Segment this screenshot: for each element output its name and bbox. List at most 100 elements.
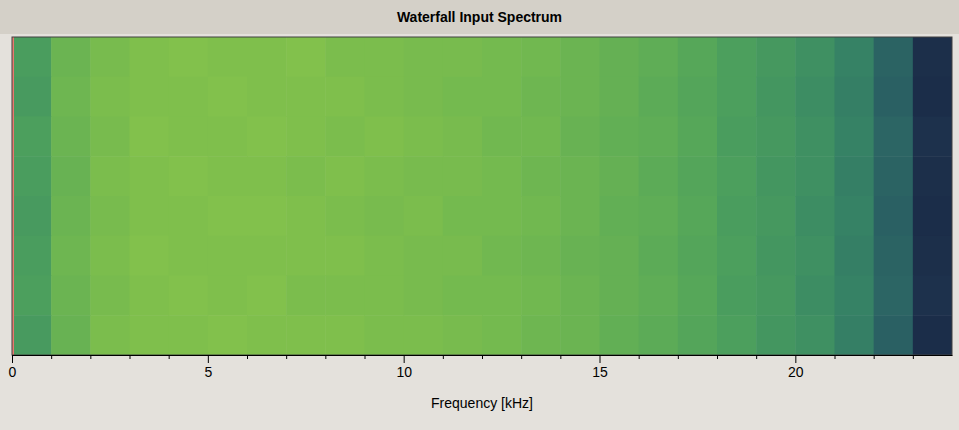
cell [678, 156, 718, 196]
cell [443, 196, 483, 236]
cell [835, 37, 875, 77]
cell [286, 276, 326, 316]
cell [404, 236, 444, 276]
cell [325, 117, 365, 157]
cell [12, 315, 52, 355]
cell [12, 117, 52, 157]
cell [443, 276, 483, 316]
cell [717, 236, 757, 276]
cell [482, 236, 522, 276]
title: Waterfall Input Spectrum [397, 9, 562, 25]
tick: 15 [592, 355, 608, 380]
cell [600, 276, 640, 316]
cell [12, 276, 52, 316]
cell [639, 196, 679, 236]
cell [286, 37, 326, 77]
title-bar [0, 0, 959, 34]
cell [365, 37, 405, 77]
cell [51, 37, 91, 77]
cell [874, 315, 914, 355]
cell [51, 276, 91, 316]
cell [913, 196, 952, 236]
cell [325, 276, 365, 316]
cell [208, 37, 248, 77]
cell [247, 37, 287, 77]
cell [404, 315, 444, 355]
cell [795, 77, 835, 117]
cell [756, 276, 796, 316]
cell [874, 117, 914, 157]
cell [835, 117, 875, 157]
cell [169, 77, 209, 117]
cell [756, 117, 796, 157]
cell [874, 156, 914, 196]
cell [208, 276, 248, 316]
chart: Waterfall Input Spectrum05101520Frequenc… [0, 0, 959, 430]
cell [639, 315, 679, 355]
cell [874, 77, 914, 117]
cell [208, 156, 248, 196]
cell [286, 315, 326, 355]
cell [325, 315, 365, 355]
cell [560, 156, 600, 196]
cell [286, 117, 326, 157]
cell [600, 156, 640, 196]
cell [639, 117, 679, 157]
cell [913, 276, 952, 316]
x-axis-line [13, 355, 953, 356]
tick-label: 10 [396, 364, 412, 380]
cell [678, 236, 718, 276]
cell [600, 196, 640, 236]
cell [169, 236, 209, 276]
cell [365, 196, 405, 236]
cell [404, 37, 444, 77]
cell [717, 196, 757, 236]
cell [365, 77, 405, 117]
cell [130, 276, 170, 316]
cell [560, 196, 600, 236]
cell [482, 276, 522, 316]
cell [795, 236, 835, 276]
cell [913, 315, 952, 355]
tick-label: 5 [204, 364, 212, 380]
cell [51, 315, 91, 355]
tick-mark [600, 355, 601, 363]
cell [130, 315, 170, 355]
cell [90, 117, 130, 157]
cell [560, 37, 600, 77]
cell [874, 236, 914, 276]
cell [678, 117, 718, 157]
cell [717, 77, 757, 117]
cell [286, 77, 326, 117]
cell [795, 156, 835, 196]
cell [325, 196, 365, 236]
tick-label: 20 [788, 364, 804, 380]
cell [521, 276, 561, 316]
cell [560, 276, 600, 316]
cell [208, 315, 248, 355]
cell [208, 77, 248, 117]
cell [365, 315, 405, 355]
cell [404, 276, 444, 316]
cell [795, 196, 835, 236]
cell [169, 315, 209, 355]
cell [12, 156, 52, 196]
tick-label: 0 [9, 364, 17, 380]
tick: 20 [788, 355, 804, 380]
cell [717, 156, 757, 196]
cell [325, 37, 365, 77]
cell [169, 156, 209, 196]
cell [913, 37, 952, 77]
cell [365, 276, 405, 316]
cell [90, 276, 130, 316]
cell [521, 196, 561, 236]
cell [600, 37, 640, 77]
cell [443, 37, 483, 77]
cell [404, 77, 444, 117]
cell [286, 236, 326, 276]
cell [482, 156, 522, 196]
cell [51, 156, 91, 196]
cell [795, 37, 835, 77]
cell [560, 236, 600, 276]
cell [835, 196, 875, 236]
